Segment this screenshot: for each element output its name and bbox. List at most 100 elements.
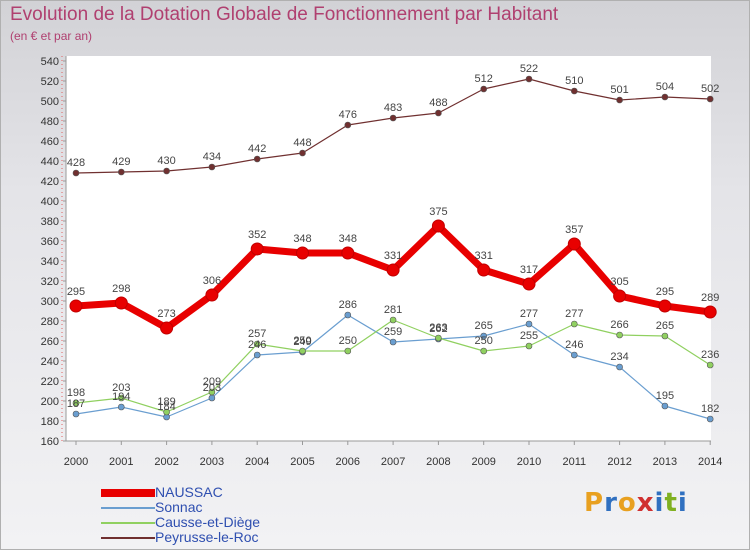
data-point <box>431 219 445 233</box>
data-label: 265 <box>656 320 674 332</box>
data-point <box>205 288 219 302</box>
data-label: 348 <box>339 233 357 245</box>
logo-letter: i <box>677 488 688 518</box>
data-point <box>389 316 397 324</box>
legend-label: NAUSSAC <box>155 484 223 500</box>
y-tick-label: 440 <box>41 156 59 168</box>
data-label: 289 <box>701 292 719 304</box>
data-label: 262 <box>429 323 447 335</box>
legend-swatch <box>101 537 155 539</box>
data-label: 331 <box>475 250 493 262</box>
data-point <box>389 114 397 122</box>
data-point <box>389 338 397 346</box>
data-point <box>253 155 261 163</box>
data-point <box>208 163 216 171</box>
data-point <box>118 394 125 402</box>
data-label: 277 <box>565 308 583 320</box>
data-label: 246 <box>248 339 266 351</box>
legend-swatch <box>101 522 155 524</box>
data-label: 266 <box>610 319 628 331</box>
data-label: 510 <box>565 75 583 87</box>
data-point <box>250 242 264 256</box>
data-point <box>706 95 714 103</box>
data-label: 434 <box>203 151 221 163</box>
data-point <box>72 410 80 418</box>
data-label: 189 <box>157 396 175 408</box>
data-label: 250 <box>293 335 311 347</box>
data-label: 194 <box>112 391 130 403</box>
data-point <box>525 320 533 328</box>
data-label: 522 <box>520 63 538 75</box>
data-label: 281 <box>384 304 402 316</box>
y-tick-label: 200 <box>41 396 59 408</box>
data-label: 428 <box>67 157 85 169</box>
data-label: 236 <box>701 349 719 361</box>
legend-label: Sonnac <box>155 499 203 515</box>
data-point <box>163 408 170 416</box>
data-point <box>299 347 306 355</box>
logo-letter: r <box>604 488 618 518</box>
data-label: 305 <box>610 276 628 288</box>
x-tick-label: 2001 <box>109 456 133 468</box>
logo-letter: t <box>664 488 678 518</box>
y-tick-label: 180 <box>41 416 59 428</box>
data-point <box>118 403 125 411</box>
data-label: 263 <box>429 322 447 334</box>
data-label: 257 <box>248 328 266 340</box>
y-tick-label: 220 <box>41 376 59 388</box>
data-point <box>435 334 442 342</box>
data-point <box>253 340 261 348</box>
data-point <box>163 167 170 175</box>
data-label: 249 <box>293 336 311 348</box>
chart-subtitle: (en € et par an) <box>10 29 93 43</box>
data-point <box>299 149 306 157</box>
y-tick-label: 300 <box>41 296 59 308</box>
data-label: 234 <box>610 351 628 363</box>
y-tick-label: 380 <box>41 216 59 228</box>
data-label: 442 <box>248 143 266 155</box>
data-label: 184 <box>157 401 175 413</box>
data-label: 448 <box>293 137 311 149</box>
data-point <box>344 311 352 319</box>
data-point <box>480 347 488 355</box>
data-point <box>525 75 533 83</box>
y-tick-label: 320 <box>41 276 59 288</box>
data-point <box>658 299 672 313</box>
data-point <box>706 415 714 423</box>
y-tick-label: 340 <box>41 256 59 268</box>
legend-label: Peyrusse-le-Roc <box>155 529 259 545</box>
data-label: 501 <box>610 84 628 96</box>
data-point <box>69 299 83 313</box>
x-tick-label: 2012 <box>607 456 631 468</box>
x-tick-label: 2002 <box>154 456 178 468</box>
data-label: 198 <box>67 387 85 399</box>
data-label: 295 <box>67 286 85 298</box>
legend-label: Causse-et-Diège <box>155 514 261 530</box>
data-label: 483 <box>384 102 402 114</box>
data-label: 488 <box>429 97 447 109</box>
data-point <box>661 332 669 340</box>
data-point <box>344 347 352 355</box>
data-label: 250 <box>475 335 493 347</box>
data-label: 331 <box>384 250 402 262</box>
data-label: 265 <box>475 320 493 332</box>
data-label: 430 <box>157 155 175 167</box>
data-label: 512 <box>475 73 493 85</box>
data-point <box>570 351 578 359</box>
data-label: 209 <box>203 376 221 388</box>
data-point <box>435 109 442 117</box>
data-point <box>477 263 491 277</box>
plot-area <box>66 56 711 441</box>
data-label: 429 <box>112 156 130 168</box>
data-label: 246 <box>565 339 583 351</box>
data-label: 195 <box>656 390 674 402</box>
data-label: 317 <box>520 264 538 276</box>
data-label: 295 <box>656 286 674 298</box>
legend-swatch <box>101 489 155 497</box>
logo-letter: o <box>617 488 637 518</box>
data-point <box>118 168 125 176</box>
data-point <box>386 263 400 277</box>
x-tick-label: 2004 <box>245 456 269 468</box>
